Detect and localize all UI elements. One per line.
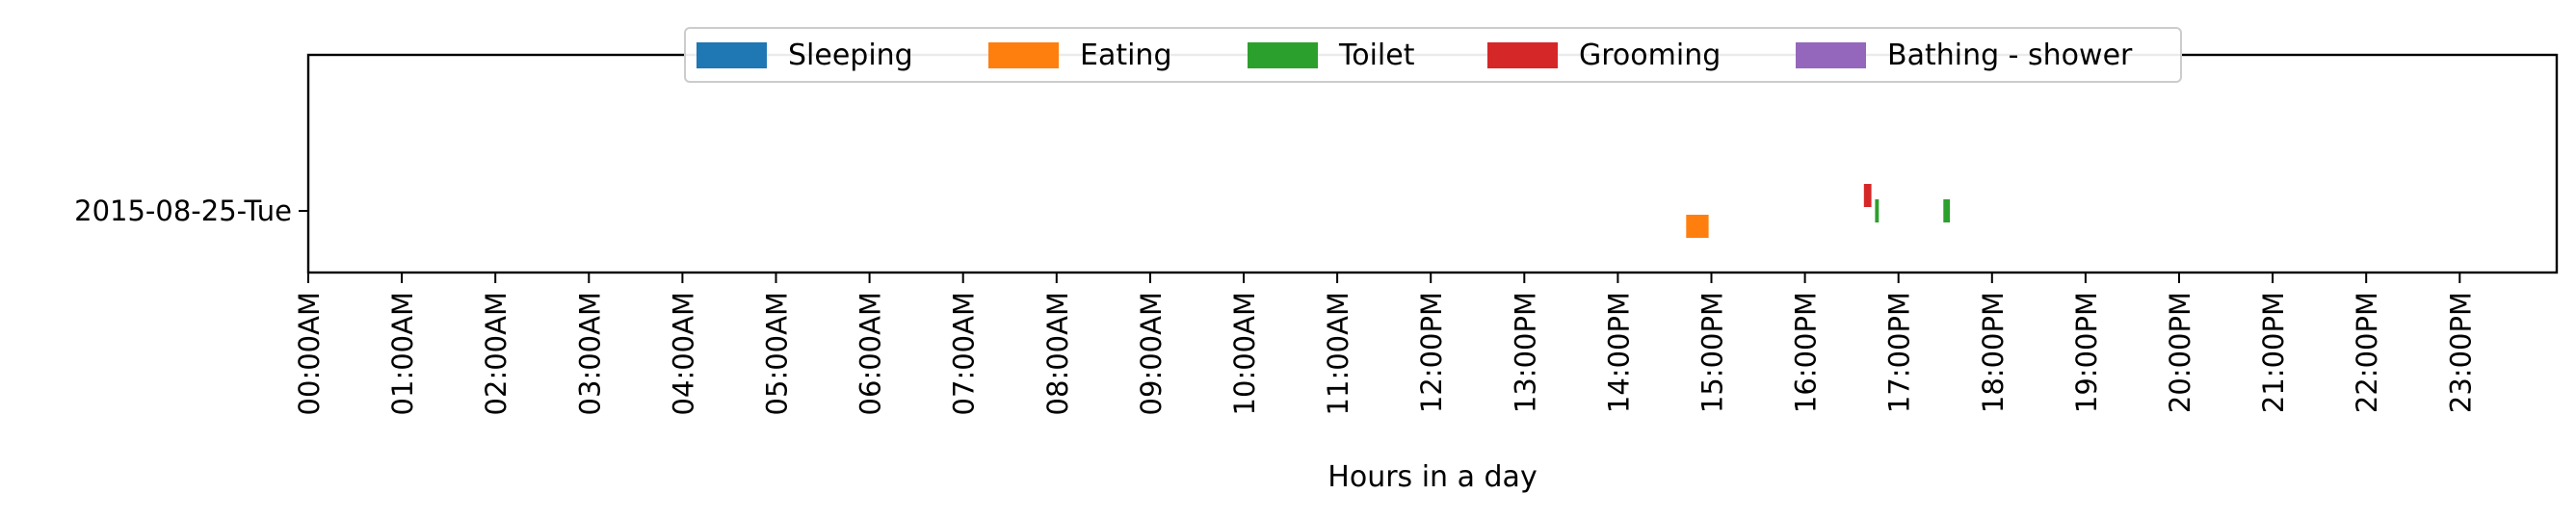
- x-tick-label: 00:00AM: [293, 292, 326, 415]
- x-tick-label: 22:00PM: [2351, 292, 2383, 413]
- legend-label: Grooming: [1579, 39, 1721, 72]
- activity-bar-grooming: [1863, 184, 1872, 207]
- activity-bar-toilet: [1875, 199, 1879, 222]
- x-tick-label: 18:00PM: [1977, 292, 2010, 413]
- legend-swatch: [1796, 42, 1866, 68]
- x-tick-label: 01:00AM: [386, 292, 419, 415]
- legend-swatch: [988, 42, 1059, 68]
- legend-swatch: [1487, 42, 1558, 68]
- x-tick-label: 06:00AM: [854, 292, 887, 415]
- x-axis: 00:00AM 01:00AM 02:00AM 03:00AM 04:00AM 05:00…: [293, 273, 2477, 415]
- x-axis-label: Hours in a day: [1327, 460, 1537, 494]
- x-tick-label: 17:00PM: [1883, 292, 1916, 413]
- legend: Sleeping Eating Toilet Grooming Bathing - sh…: [684, 27, 2182, 83]
- activity-bar-eating: [1686, 215, 1709, 238]
- x-tick-label: 10:00AM: [1228, 292, 1261, 415]
- x-tick-label: 20:00PM: [2164, 292, 2196, 413]
- x-tick-label: 15:00PM: [1696, 292, 1729, 413]
- x-tick-label: 13:00PM: [1509, 292, 1541, 413]
- x-tick-label: 05:00AM: [761, 292, 794, 415]
- legend-label: Eating: [1080, 39, 1172, 72]
- x-tick-label: 16:00PM: [1790, 292, 1823, 413]
- plot-frame: [306, 53, 2559, 274]
- activity-bar-toilet: [1943, 199, 1951, 222]
- x-tick-label: 14:00PM: [1602, 292, 1635, 413]
- x-tick-label: 19:00PM: [2070, 292, 2103, 413]
- legend-swatch: [697, 42, 767, 68]
- y-tick-label: 2015-08-25-Tue: [74, 195, 292, 227]
- legend-label: Bathing - shower: [1887, 39, 2133, 72]
- x-tick-label: 08:00AM: [1041, 292, 1074, 415]
- x-tick-label: 09:00AM: [1135, 292, 1168, 415]
- legend-label: Toilet: [1338, 39, 1415, 72]
- activity-bars: [1686, 184, 1951, 238]
- x-tick-label: 02:00AM: [480, 292, 513, 415]
- legend-swatch: [1248, 42, 1318, 68]
- x-tick-label: 04:00AM: [667, 292, 699, 415]
- x-tick-label: 07:00AM: [948, 292, 981, 415]
- x-tick-label: 12:00PM: [1415, 292, 1448, 413]
- y-axis: 2015-08-25-Tue: [74, 195, 308, 227]
- x-tick-label: 23:00PM: [2444, 292, 2477, 413]
- x-tick-label: 11:00AM: [1322, 292, 1354, 415]
- legend-label: Sleeping: [788, 39, 913, 72]
- x-tick-label: 21:00PM: [2257, 292, 2290, 413]
- x-tick-label: 03:00AM: [573, 292, 606, 415]
